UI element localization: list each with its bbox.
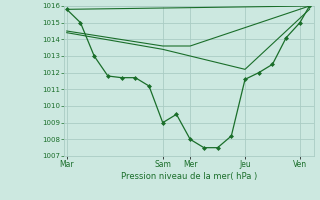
X-axis label: Pression niveau de la mer( hPa ): Pression niveau de la mer( hPa ) bbox=[121, 172, 257, 181]
